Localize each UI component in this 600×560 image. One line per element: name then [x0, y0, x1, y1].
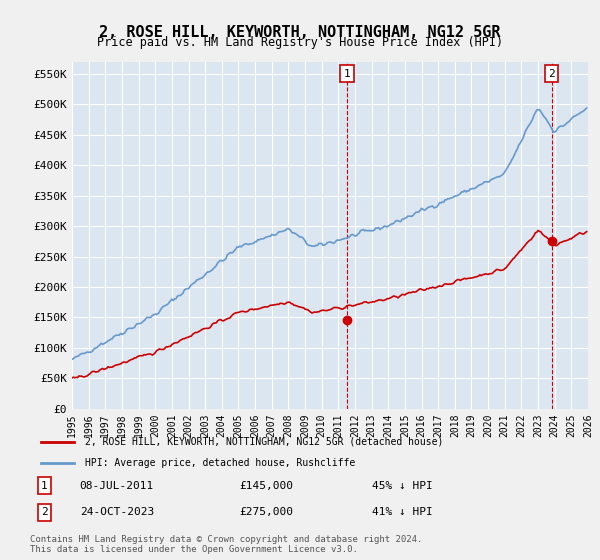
Text: HPI: Average price, detached house, Rushcliffe: HPI: Average price, detached house, Rush… [85, 458, 355, 468]
Text: £145,000: £145,000 [240, 480, 294, 491]
Text: 2, ROSE HILL, KEYWORTH, NOTTINGHAM, NG12 5GR (detached house): 2, ROSE HILL, KEYWORTH, NOTTINGHAM, NG12… [85, 437, 443, 447]
Text: 41% ↓ HPI: 41% ↓ HPI [372, 507, 433, 517]
Text: 1: 1 [41, 480, 48, 491]
Text: 2, ROSE HILL, KEYWORTH, NOTTINGHAM, NG12 5GR: 2, ROSE HILL, KEYWORTH, NOTTINGHAM, NG12… [99, 25, 501, 40]
Text: 24-OCT-2023: 24-OCT-2023 [80, 507, 154, 517]
Text: £275,000: £275,000 [240, 507, 294, 517]
Text: Contains HM Land Registry data © Crown copyright and database right 2024.
This d: Contains HM Land Registry data © Crown c… [30, 535, 422, 554]
Text: 1: 1 [344, 69, 350, 79]
Text: 2: 2 [41, 507, 48, 517]
Text: 45% ↓ HPI: 45% ↓ HPI [372, 480, 433, 491]
Text: Price paid vs. HM Land Registry's House Price Index (HPI): Price paid vs. HM Land Registry's House … [97, 36, 503, 49]
Text: 2: 2 [548, 69, 555, 79]
Text: 08-JUL-2011: 08-JUL-2011 [80, 480, 154, 491]
